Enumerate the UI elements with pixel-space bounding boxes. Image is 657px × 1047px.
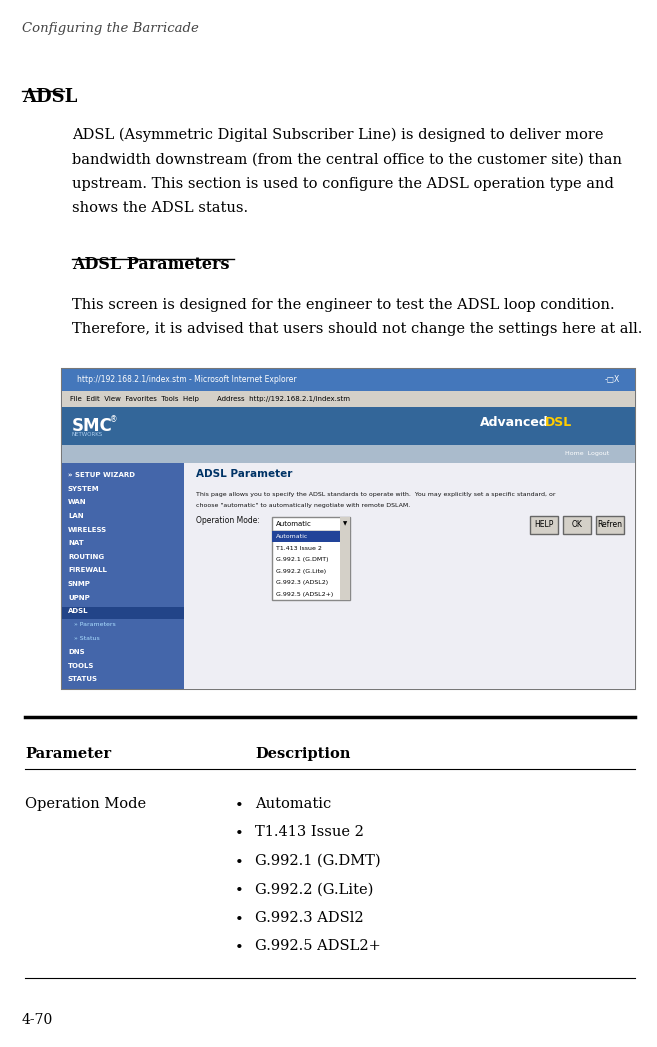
Text: Automatic: Automatic bbox=[276, 534, 308, 539]
Bar bbox=[62, 407, 635, 445]
Text: NETWORKS: NETWORKS bbox=[72, 432, 103, 438]
Text: WIRELESS: WIRELESS bbox=[68, 527, 107, 533]
Text: This screen is designed for the engineer to test the ADSL loop condition.: This screen is designed for the engineer… bbox=[72, 298, 615, 312]
Bar bbox=[184, 463, 635, 689]
Text: Automatic: Automatic bbox=[255, 797, 331, 811]
Text: ROUTING: ROUTING bbox=[68, 554, 104, 560]
Text: STATUS: STATUS bbox=[68, 676, 98, 683]
Text: SNMP: SNMP bbox=[68, 581, 91, 587]
Bar bbox=[62, 369, 635, 391]
Text: ADSL Parameters: ADSL Parameters bbox=[72, 257, 229, 273]
Bar bbox=[62, 391, 635, 407]
Text: ADSL (Asymmetric Digital Subscriber Line) is designed to deliver more: ADSL (Asymmetric Digital Subscriber Line… bbox=[72, 128, 604, 142]
Text: G.992.1 (G.DMT): G.992.1 (G.DMT) bbox=[276, 557, 328, 562]
Text: ADSL Parameter: ADSL Parameter bbox=[196, 469, 292, 478]
Text: •: • bbox=[235, 799, 244, 814]
Text: T1.413 Issue 2: T1.413 Issue 2 bbox=[276, 545, 322, 551]
Text: HELP: HELP bbox=[534, 520, 554, 530]
Text: shows the ADSL status.: shows the ADSL status. bbox=[72, 201, 248, 216]
Text: » Status: » Status bbox=[74, 637, 100, 641]
Bar bbox=[62, 445, 635, 463]
Text: ADSL: ADSL bbox=[22, 88, 78, 106]
Text: ®: ® bbox=[110, 416, 118, 424]
Text: •: • bbox=[235, 885, 244, 898]
Text: Therefore, it is advised that users should not change the settings here at all.: Therefore, it is advised that users shou… bbox=[72, 322, 643, 336]
Text: •: • bbox=[235, 941, 244, 956]
Text: G.992.2 (G.Lite): G.992.2 (G.Lite) bbox=[276, 569, 326, 574]
Bar bbox=[62, 463, 184, 689]
Bar bbox=[340, 517, 350, 531]
Text: Home  Logout: Home Logout bbox=[565, 451, 609, 456]
Text: Parameter: Parameter bbox=[25, 747, 111, 761]
Text: File  Edit  View  Favorites  Tools  Help: File Edit View Favorites Tools Help bbox=[70, 396, 199, 402]
Bar bbox=[62, 606, 184, 619]
Text: ▼: ▼ bbox=[343, 521, 347, 527]
Text: Automatic: Automatic bbox=[276, 521, 312, 527]
Text: ADSL: ADSL bbox=[68, 608, 89, 615]
Text: Operation Mode:: Operation Mode: bbox=[196, 516, 260, 525]
Bar bbox=[62, 369, 635, 689]
Text: NAT: NAT bbox=[68, 540, 83, 547]
Text: This page allows you to specify the ADSL standards to operate with.  You may exp: This page allows you to specify the ADSL… bbox=[196, 492, 556, 497]
Text: 4-70: 4-70 bbox=[22, 1013, 53, 1027]
Text: •: • bbox=[235, 913, 244, 927]
Text: Description: Description bbox=[255, 747, 350, 761]
Text: Advanced: Advanced bbox=[480, 416, 549, 428]
Text: upstream. This section is used to configure the ADSL operation type and: upstream. This section is used to config… bbox=[72, 177, 614, 191]
Text: -□X: -□X bbox=[605, 376, 620, 384]
Text: T1.413 Issue 2: T1.413 Issue 2 bbox=[255, 825, 364, 840]
Bar bbox=[563, 516, 591, 534]
Text: G.992.3 ADSl2: G.992.3 ADSl2 bbox=[255, 911, 363, 925]
Text: SYSTEM: SYSTEM bbox=[68, 486, 100, 492]
Text: http://192.168.2.1/index.stm - Microsoft Internet Explorer: http://192.168.2.1/index.stm - Microsoft… bbox=[77, 376, 296, 384]
Text: Configuring the Barricade: Configuring the Barricade bbox=[22, 22, 199, 35]
Bar bbox=[340, 531, 350, 600]
Text: •: • bbox=[235, 856, 244, 870]
Text: WAN: WAN bbox=[68, 499, 87, 506]
Text: TOOLS: TOOLS bbox=[68, 663, 95, 669]
Text: FIREWALL: FIREWALL bbox=[68, 567, 107, 574]
Text: Refren: Refren bbox=[597, 520, 622, 530]
Text: G.992.1 (G.DMT): G.992.1 (G.DMT) bbox=[255, 854, 380, 868]
Text: G.992.5 (ADSL2+): G.992.5 (ADSL2+) bbox=[276, 592, 333, 597]
Bar bbox=[272, 517, 350, 531]
Text: OK: OK bbox=[572, 520, 583, 530]
Text: » SETUP WIZARD: » SETUP WIZARD bbox=[68, 472, 135, 478]
Text: G.992.2 (G.Lite): G.992.2 (G.Lite) bbox=[255, 883, 373, 896]
Text: LAN: LAN bbox=[68, 513, 83, 519]
Text: Address  http://192.168.2.1/index.stm: Address http://192.168.2.1/index.stm bbox=[217, 396, 350, 402]
Text: UPNP: UPNP bbox=[68, 595, 90, 601]
Bar bbox=[272, 531, 350, 600]
Bar bbox=[596, 516, 624, 534]
Text: DNS: DNS bbox=[68, 649, 85, 655]
Text: G.992.5 ADSL2+: G.992.5 ADSL2+ bbox=[255, 939, 381, 954]
Bar bbox=[530, 516, 558, 534]
Text: bandwidth downstream (from the central office to the customer site) than: bandwidth downstream (from the central o… bbox=[72, 153, 622, 166]
Bar bbox=[272, 531, 340, 542]
Text: G.992.3 (ADSL2): G.992.3 (ADSL2) bbox=[276, 580, 328, 585]
Text: choose "automatic" to automatically negotiate with remote DSLAM.: choose "automatic" to automatically nego… bbox=[196, 503, 410, 508]
Text: Operation Mode: Operation Mode bbox=[25, 797, 146, 811]
Text: •: • bbox=[235, 827, 244, 842]
Text: » Parameters: » Parameters bbox=[74, 623, 116, 627]
Text: SMC: SMC bbox=[72, 417, 113, 435]
Text: DSL: DSL bbox=[545, 416, 572, 428]
